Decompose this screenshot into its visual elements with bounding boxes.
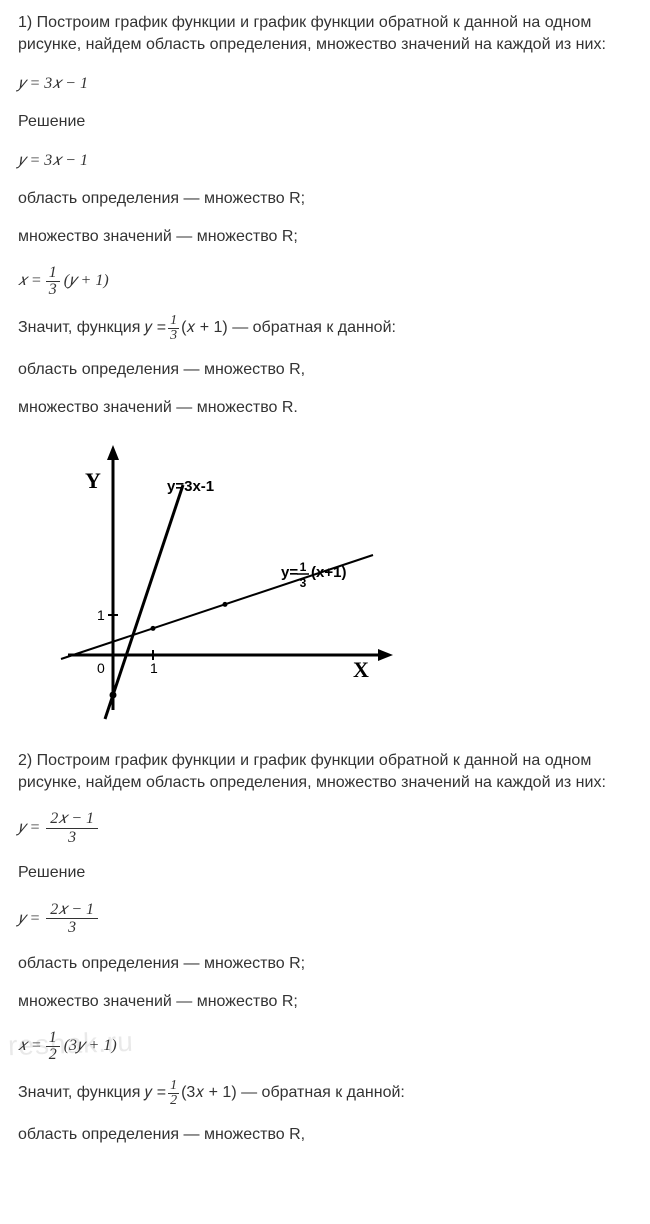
svg-text:X: X xyxy=(353,657,369,682)
p2-inverse: Значит, функция 𝑦 = 1 2 (3𝑥 + 1) — обрат… xyxy=(18,1079,632,1108)
svg-text:3: 3 xyxy=(300,576,307,590)
chart-container: YX110y=3x-1y=13(x+1) xyxy=(58,440,632,720)
p1-inv-range: множество значений — множество R. xyxy=(18,397,632,419)
p1-eq2: 𝑦 = 3𝑥 − 1 xyxy=(18,150,632,172)
p1-inverse-num: 1 xyxy=(168,314,179,329)
p1-eq3-rhs: (𝑦 + 1) xyxy=(64,270,109,292)
p1-inverse: Значит, функция 𝑦 = 1 3 (𝑥 + 1) — обратн… xyxy=(18,314,632,343)
svg-text:Y: Y xyxy=(85,468,101,493)
p1-inverse-den: 3 xyxy=(168,329,179,343)
p1-eq3: 𝑥 = 1 3 (𝑦 + 1) xyxy=(18,265,632,298)
svg-text:y=3x-1: y=3x-1 xyxy=(167,478,214,495)
p2-eq2: 𝑦 = 2𝑥 − 1 3 xyxy=(18,901,632,937)
p2-eq2-lhs: 𝑦 = xyxy=(18,908,40,930)
p1-eq3-num: 1 xyxy=(46,265,60,282)
p2-eq1: 𝑦 = 2𝑥 − 1 3 xyxy=(18,810,632,846)
p1-eq3-lhs: 𝑥 = xyxy=(18,270,42,292)
p1-inv-domain: область определения — множество R, xyxy=(18,359,632,381)
p2-eq1-lhs: 𝑦 = xyxy=(18,817,40,839)
p1-eq1: 𝑦 = 3𝑥 − 1 xyxy=(18,73,632,95)
p2-range: множество значений — множество R; xyxy=(18,991,632,1013)
p2-eq3-den: 2 xyxy=(46,1047,60,1063)
p1-eq3-den: 3 xyxy=(46,282,60,298)
p1-solution-label: Решение xyxy=(18,111,632,133)
p1-inverse-pre: Значит, функция 𝑦 = xyxy=(18,317,166,339)
p2-eq3-num: 1 xyxy=(46,1030,60,1047)
svg-text:0: 0 xyxy=(97,660,105,676)
p2-inverse-num: 1 xyxy=(168,1079,179,1094)
p2-eq1-den: 3 xyxy=(64,829,80,847)
p2-eq2-num: 2𝑥 − 1 xyxy=(46,901,98,920)
p2-eq3: 𝑥 = 1 2 (3𝑦 + 1) xyxy=(18,1030,632,1063)
svg-text:(x+1): (x+1) xyxy=(311,564,346,581)
p1-intro: 1) Построим график функции и график функ… xyxy=(18,12,632,57)
function-chart: YX110y=3x-1y=13(x+1) xyxy=(58,440,398,720)
p2-intro: 2) Построим график функции и график функ… xyxy=(18,750,632,795)
p2-domain: область определения — множество R; xyxy=(18,953,632,975)
p2-solution-label: Решение xyxy=(18,862,632,884)
p2-eq3-rhs: (3𝑦 + 1) xyxy=(64,1035,117,1057)
p2-inverse-den: 2 xyxy=(168,1094,179,1108)
svg-text:1: 1 xyxy=(97,607,105,623)
p1-inverse-post: (𝑥 + 1) — обратная к данной: xyxy=(181,317,396,339)
p1-range: множество значений — множество R; xyxy=(18,226,632,248)
p1-domain: область определения — множество R; xyxy=(18,188,632,210)
p2-inverse-pre: Значит, функция 𝑦 = xyxy=(18,1082,166,1104)
svg-text:1: 1 xyxy=(300,560,307,574)
p2-eq3-lhs: 𝑥 = xyxy=(18,1035,42,1057)
p2-inverse-post: (3𝑥 + 1) — обратная к данной: xyxy=(181,1082,405,1104)
svg-text:y=: y= xyxy=(281,564,298,581)
svg-text:1: 1 xyxy=(150,660,158,676)
p2-inv-domain: область определения — множество R, xyxy=(18,1124,632,1146)
p2-eq2-den: 3 xyxy=(64,919,80,937)
p2-eq1-num: 2𝑥 − 1 xyxy=(46,810,98,829)
